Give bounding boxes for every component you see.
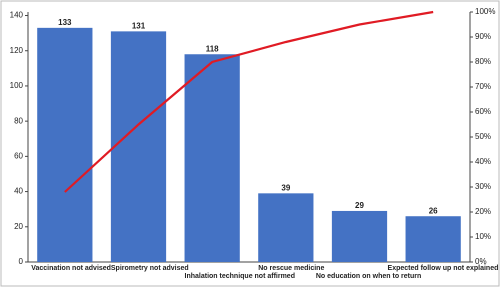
y-tick-label: 80 <box>14 116 23 125</box>
y-tick-label: 140 <box>10 11 24 20</box>
y2-tick-label: 30% <box>475 182 491 191</box>
y-tick-label: 120 <box>10 46 24 55</box>
y-tick-label: 60 <box>14 151 23 160</box>
x-tick-label: Expected follow up not explained <box>388 265 499 272</box>
x-tick-label: Vaccination not advised <box>31 265 111 272</box>
bar <box>331 210 388 262</box>
value-label: 39 <box>281 183 290 192</box>
bar <box>110 31 167 263</box>
y2-tick-label: 90% <box>475 32 491 41</box>
y2-tick-label: 60% <box>475 107 491 116</box>
y2-tick-label: 50% <box>475 132 491 141</box>
y-tick-label: 100 <box>10 81 24 90</box>
bar <box>37 27 93 263</box>
bar <box>405 216 461 262</box>
value-label: 133 <box>58 18 72 27</box>
y2-tick-label: 80% <box>475 57 491 66</box>
value-label: 118 <box>206 44 219 53</box>
y2-tick-label: 10% <box>475 232 491 241</box>
y2-tick-label: 0% <box>475 257 487 266</box>
x-tick-label: No education on when to return <box>316 273 421 280</box>
y2-tick-label: 40% <box>475 157 491 166</box>
value-label: 29 <box>355 201 364 210</box>
y2-tick-label: 70% <box>475 82 491 91</box>
x-tick-label: Inhalation technique not affirmed <box>185 273 295 280</box>
value-label: 131 <box>132 21 146 30</box>
y2-tick-label: 100% <box>475 7 495 16</box>
y-tick-label: 20 <box>14 222 23 231</box>
x-tick-label: No rescue medicine <box>258 265 324 272</box>
y-tick-label: 0 <box>19 257 24 266</box>
cumulative-line <box>64 10 434 193</box>
value-label: 26 <box>429 206 438 215</box>
bar <box>258 193 314 262</box>
x-tick-label: Spirometry not advised <box>111 265 189 272</box>
y2-tick-label: 20% <box>475 207 491 216</box>
y-tick-label: 40 <box>14 187 23 196</box>
bar <box>184 54 240 262</box>
